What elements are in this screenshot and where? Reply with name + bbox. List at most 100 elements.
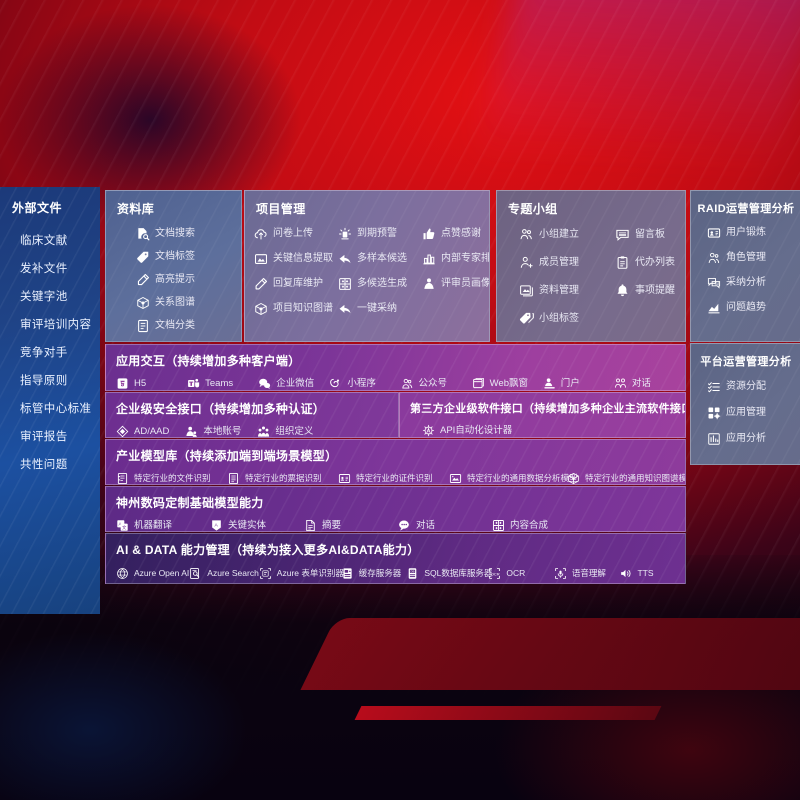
- sidebar-item-review-training[interactable]: 审评培训内容: [20, 319, 92, 331]
- sidebar-item-clinical-literature[interactable]: 临床文献: [20, 235, 68, 247]
- item-wechat-work[interactable]: 企业微信: [258, 377, 329, 390]
- item-org-definition[interactable]: 组织定义: [257, 425, 314, 437]
- item-document-classify[interactable]: 文档分类: [136, 319, 241, 333]
- item-label: 多样本候选: [357, 253, 407, 264]
- people-group-icon: [707, 251, 721, 265]
- item-label: 缓存服务器: [358, 568, 402, 579]
- item-local-account[interactable]: 本地账号: [185, 425, 241, 437]
- app-analysis-icon: [707, 432, 721, 446]
- item-event-reminder[interactable]: 事项提醒: [615, 283, 685, 298]
- item-label: 组织定义: [275, 425, 314, 437]
- item-label: TTS: [637, 568, 654, 579]
- item-key-entity[interactable]: A 关键实体: [210, 519, 304, 531]
- item-reply-library-maintain[interactable]: 回复库维护: [254, 277, 338, 291]
- graph-network-icon: [136, 296, 150, 310]
- sidebar-item-review-report[interactable]: 审评报告: [20, 431, 68, 443]
- item-label: 用户锻炼: [726, 227, 766, 238]
- item-adoption-analysis[interactable]: QA 采纳分析: [707, 276, 800, 290]
- item-highlight-hint[interactable]: 高亮提示: [136, 273, 241, 287]
- knowledge-graph-icon: [567, 472, 580, 484]
- bar-ranking-icon: [422, 252, 436, 266]
- item-document-search[interactable]: 文档搜索: [136, 227, 241, 241]
- item-role-management[interactable]: 角色管理: [707, 251, 800, 265]
- item-tts[interactable]: TTS: [619, 567, 685, 580]
- item-id-recognition[interactable]: 特定行业的证件识别: [338, 472, 449, 484]
- item-material-management[interactable]: 资料管理: [519, 283, 615, 298]
- item-questionnaire-upload[interactable]: 问卷上传: [254, 227, 338, 241]
- clipboard-list-icon: [615, 255, 630, 270]
- item-sql-database-server[interactable]: DB SQL数据库服务器: [406, 567, 492, 580]
- item-message-board[interactable]: 留言板: [615, 227, 685, 242]
- item-content-synthesis[interactable]: 内容合成: [492, 519, 586, 531]
- item-label: 特定行业的通用知识图谱模型: [585, 473, 686, 484]
- item-label: 小程序: [347, 377, 376, 389]
- item-azure-search[interactable]: Azure Search: [189, 567, 259, 580]
- item-label: 成员管理: [539, 256, 579, 268]
- item-api-designer[interactable]: API自动化设计器: [422, 424, 512, 437]
- item-reviewer-profile[interactable]: 评审员画像: [422, 277, 489, 291]
- item-portal[interactable]: 门户: [543, 377, 614, 390]
- trend-chart-icon: [707, 301, 721, 315]
- sidebar-item-keyword-pool[interactable]: 关键字池: [20, 291, 68, 303]
- entity-icon: A: [210, 519, 223, 531]
- item-h5[interactable]: H5: [116, 377, 187, 390]
- item-multi-candidate-generate[interactable]: 多候选生成: [338, 277, 422, 291]
- people-group-icon: [519, 227, 534, 242]
- item-summary[interactable]: 摘要: [304, 519, 398, 531]
- item-issue-trend[interactable]: 问题趋势: [707, 301, 800, 315]
- sidebar-item-supplement-files[interactable]: 发补文件: [20, 263, 68, 275]
- panel-topic-group: 专题小组 小组建立 留言板 成员管理 代办列表: [496, 190, 686, 342]
- item-knowledge-graph-model[interactable]: 特定行业的通用知识图谱模型: [567, 472, 686, 484]
- item-file-recognition[interactable]: 特定行业的文件识别: [116, 472, 227, 484]
- item-label: 特定行业的通用数据分析模型: [467, 473, 578, 484]
- sidebar-item-guidelines[interactable]: 指导原则: [20, 375, 68, 387]
- bell-icon: [615, 283, 630, 298]
- item-dialog[interactable]: 对话: [614, 377, 685, 390]
- item-member-management[interactable]: 成员管理: [519, 255, 615, 270]
- sidebar-item-competitors[interactable]: 竞争对手: [20, 347, 68, 359]
- file-recognize-icon: [116, 472, 129, 484]
- item-web-float-window[interactable]: Web飘窗: [472, 377, 543, 390]
- item-ad-aad[interactable]: AD/AAD: [116, 425, 170, 437]
- item-label: 特定行业的文件识别: [134, 473, 211, 484]
- item-label: Web飘窗: [489, 377, 528, 389]
- item-ocr[interactable]: OCR OCR: [488, 567, 554, 580]
- item-dialog-model[interactable]: 对话: [398, 519, 492, 531]
- sidebar-item-common-issues[interactable]: 共性问题: [20, 459, 68, 471]
- item-internal-expert-ranking[interactable]: 内部专家排名: [422, 252, 489, 266]
- item-todo-list[interactable]: 代办列表: [615, 255, 685, 270]
- item-relation-graph[interactable]: 关系图谱: [136, 296, 241, 310]
- item-receipt-recognition[interactable]: 特定行业的票据识别: [227, 472, 338, 484]
- item-mini-program[interactable]: 小程序: [329, 377, 400, 390]
- sidebar-item-standards-center[interactable]: 标管中心标准: [20, 403, 92, 415]
- panel-body-topic-group: 小组建立 留言板 成员管理 代办列表 资料管理: [497, 217, 685, 326]
- item-user-training[interactable]: 用户锻炼: [707, 226, 800, 240]
- item-teams[interactable]: Teams: [187, 377, 258, 390]
- item-expiry-warning[interactable]: 到期预警: [338, 227, 422, 241]
- item-one-click-adopt[interactable]: 一键采纳: [338, 302, 422, 316]
- item-official-account[interactable]: 公众号: [401, 377, 472, 390]
- item-project-knowledge-graph[interactable]: 项目知识图谱: [254, 302, 338, 316]
- item-azure-form-recognizer[interactable]: Azure 表单识别器: [259, 567, 344, 580]
- item-speech-understanding[interactable]: 语音理解: [554, 567, 620, 580]
- pen-edit-icon: [254, 277, 268, 291]
- item-azure-open-ai[interactable]: Azure Open AI: [116, 567, 189, 580]
- item-thanks-like[interactable]: 点赞感谢: [422, 227, 489, 241]
- item-label: Azure 表单识别器: [276, 568, 344, 579]
- item-app-analysis[interactable]: 应用分析: [707, 432, 800, 446]
- item-label: AD/AAD: [134, 425, 170, 437]
- item-app-management[interactable]: 应用管理: [707, 406, 800, 420]
- item-resource-allocation[interactable]: 资源分配: [707, 380, 800, 394]
- item-multi-sample-candidate[interactable]: 多样本候选: [338, 252, 422, 266]
- item-data-analysis-model[interactable]: 特定行业的通用数据分析模型: [449, 472, 578, 484]
- dashboard: 外部文件 临床文献 发补文件 关键字池 审评培训内容 竞争对手 指导原则 标管中…: [0, 187, 800, 614]
- item-key-info-extract[interactable]: 关键信息提取: [254, 252, 338, 266]
- item-group-tag[interactable]: 小组标签: [519, 311, 615, 326]
- item-label: 小组建立: [539, 228, 579, 240]
- item-label: 点赞感谢: [441, 228, 481, 239]
- item-document-tag[interactable]: 文档标签: [136, 250, 241, 264]
- item-cache-server[interactable]: 缓存服务器: [341, 567, 407, 580]
- item-group-create[interactable]: 小组建立: [519, 227, 615, 242]
